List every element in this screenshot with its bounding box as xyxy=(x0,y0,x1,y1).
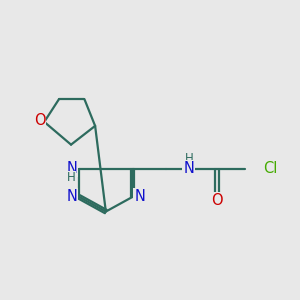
Text: N: N xyxy=(183,161,194,176)
Text: N: N xyxy=(135,189,146,204)
Text: N: N xyxy=(66,161,77,176)
Text: O: O xyxy=(34,113,45,128)
Text: Cl: Cl xyxy=(263,161,278,176)
Text: H: H xyxy=(67,171,76,184)
Text: O: O xyxy=(211,194,223,208)
Text: H: H xyxy=(184,152,193,165)
Text: N: N xyxy=(66,189,77,204)
